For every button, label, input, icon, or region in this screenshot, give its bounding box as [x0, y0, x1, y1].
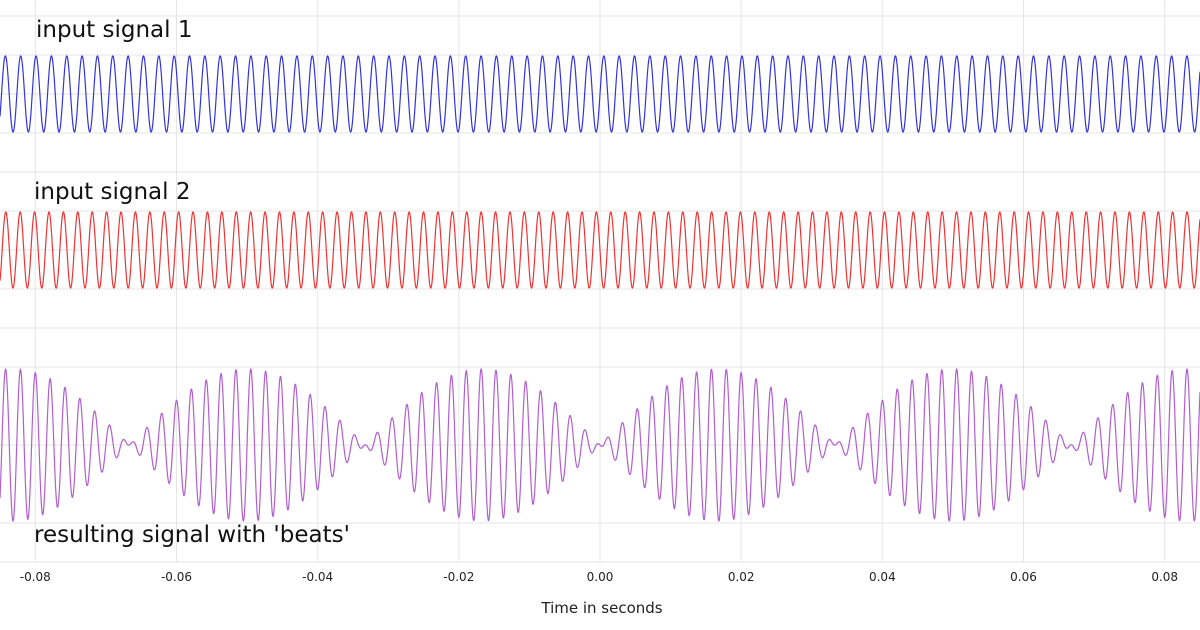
- annotation-resulting-signal: resulting signal with 'beats': [34, 522, 350, 548]
- x-tick-label-0: -0.08: [20, 570, 51, 584]
- annotation-input-signal-1: input signal 1: [36, 17, 192, 43]
- x-tick-label-7: 0.06: [1010, 570, 1037, 584]
- series-resulting-signal: [0, 367, 1200, 523]
- series-input-signal-2: [0, 211, 1200, 289]
- series-layer: [0, 55, 1200, 523]
- x-tick-label-3: -0.02: [443, 570, 474, 584]
- x-tick-label-1: -0.06: [161, 570, 192, 584]
- x-tick-label-2: -0.04: [302, 570, 333, 584]
- x-tick-label-5: 0.02: [728, 570, 755, 584]
- x-tick-labels: -0.08 -0.06 -0.04 -0.02 0.00 0.02 0.04 0.06 0.08: [20, 570, 1178, 584]
- annotation-input-signal-2: input signal 2: [34, 179, 190, 205]
- series-input-signal-1: [0, 55, 1200, 133]
- vertical-gridlines: [34, 0, 1166, 562]
- x-tick-label-4: 0.00: [587, 570, 614, 584]
- x-axis-title: Time in seconds: [540, 599, 662, 617]
- x-tick-label-6: 0.04: [869, 570, 896, 584]
- horizontal-gridlines: [0, 15, 1200, 563]
- x-tick-label-8: 0.08: [1151, 570, 1178, 584]
